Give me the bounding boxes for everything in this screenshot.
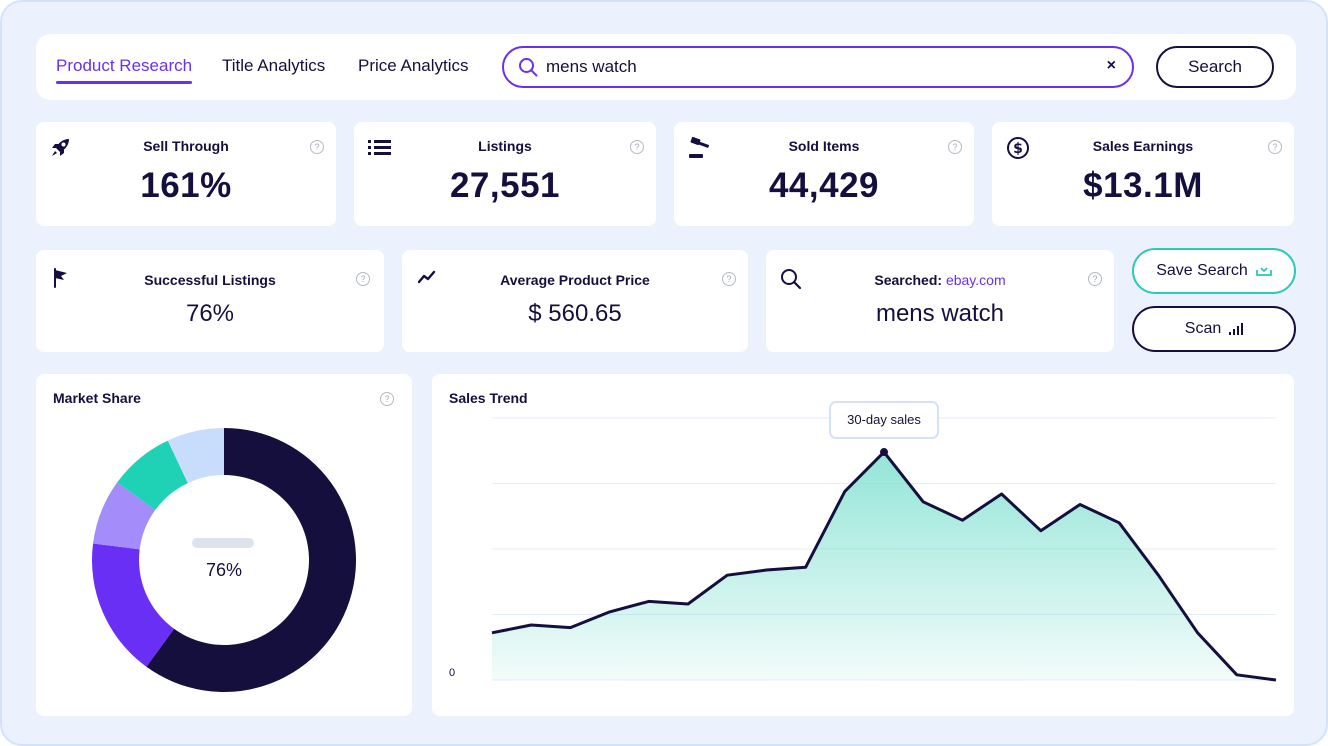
stat-value: 161% [140,166,232,205]
stat-value: 27,551 [449,166,561,205]
panel-title: Sales Trend [449,390,528,406]
search-input[interactable] [546,56,1086,78]
download-icon [1255,267,1272,276]
tab-label: Product Research [56,56,193,75]
market-share-panel: Market Share ? 76% [36,374,412,716]
tab-product-research[interactable]: Product Research [56,56,193,84]
stat-title: Listings [478,138,532,154]
help-icon[interactable]: ? [630,140,644,154]
y-axis-zero-label: 0 [449,667,455,679]
tab-label: Price Analytics [358,56,469,75]
scan-label: Scan [1184,320,1222,337]
tab-price-analytics[interactable]: Price Analytics [358,56,469,76]
stat-value: mens watch [875,300,1005,327]
tab-label: Title Analytics [222,56,326,75]
blurred-label [192,538,254,548]
help-icon[interactable]: ? [380,392,394,406]
highlight-point[interactable] [880,448,888,457]
market-share-donut-chart: 76% [92,428,356,692]
donut-slice-0[interactable] [146,428,356,692]
help-icon[interactable]: ? [1268,140,1282,154]
help-icon[interactable]: ? [948,140,962,154]
search-icon [781,269,802,290]
stat-value: 44,429 [768,166,880,205]
save-search-button[interactable]: Save Search [1132,248,1296,294]
search-icon [519,58,538,77]
sales-area [492,452,1276,680]
stat-title: Sold Items [788,138,860,154]
trend-icon [418,270,436,284]
help-icon[interactable]: ? [1088,272,1102,286]
scan-button[interactable]: Scan [1132,306,1296,352]
svg-text:$: $ [1013,141,1023,157]
top-bar: Product Research Title Analytics Price A… [36,34,1296,100]
dollar-icon: $ [1007,137,1029,159]
donut-center-value: 76% [206,560,242,580]
stat-value: $ 560.65 [528,300,622,327]
list-icon [368,140,391,155]
stat-title: Successful Listings [144,272,276,288]
panel-title: Market Share [53,390,141,406]
flag-icon [54,268,67,288]
help-icon[interactable]: ? [356,272,370,286]
stat-card-average-price: Average Product Price $ 560.65 ? [402,250,748,352]
stat-card-listings: Listings 27,551 ? [354,122,656,226]
stat-title: Sales Earnings [1092,138,1194,154]
stat-card-searched: Searched: ebay.com mens watch ? [766,250,1114,352]
clear-icon[interactable]: × [1106,57,1116,74]
searched-prefix: Searched: [874,272,946,288]
donut-slice-2[interactable] [93,482,156,550]
tooltip: 30-day sales [829,401,939,440]
stat-value: 76% [185,300,235,327]
save-search-label: Save Search [1156,262,1248,279]
stat-card-sold-items: Sold Items 44,429 ? [674,122,974,226]
tooltip-label: 30-day sales [847,412,921,427]
stat-title: Searched: ebay.com [766,272,1114,288]
search-box[interactable]: × [502,46,1134,88]
signal-bars-icon [1229,323,1244,335]
rocket-icon [52,139,69,156]
stat-card-sales-earnings: $ Sales Earnings $13.1M ? [992,122,1294,226]
help-icon[interactable]: ? [310,140,324,154]
gavel-icon [689,136,710,158]
donut-slice-4[interactable] [167,428,224,484]
donut-slice-3[interactable] [117,440,188,511]
stat-value: $13.1M [1083,166,1203,205]
active-tab-underline [56,81,193,84]
stat-card-successful-listings: Successful Listings 76% ? [36,250,384,352]
search-button[interactable]: Search [1156,46,1274,88]
donut-slice-1[interactable] [92,543,175,667]
sales-trend-panel: Sales Trend 30-day sales 0 [432,374,1294,716]
stat-card-sell-through: Sell Through 161% ? [36,122,336,226]
tab-title-analytics[interactable]: Title Analytics [222,56,325,76]
searched-site-link[interactable]: ebay.com [945,272,1006,288]
help-icon[interactable]: ? [722,272,736,286]
stat-title: Average Product Price [500,272,650,288]
stat-title: Sell Through [143,138,229,154]
sales-trend-chart: 30-day sales 0 [449,401,1277,682]
